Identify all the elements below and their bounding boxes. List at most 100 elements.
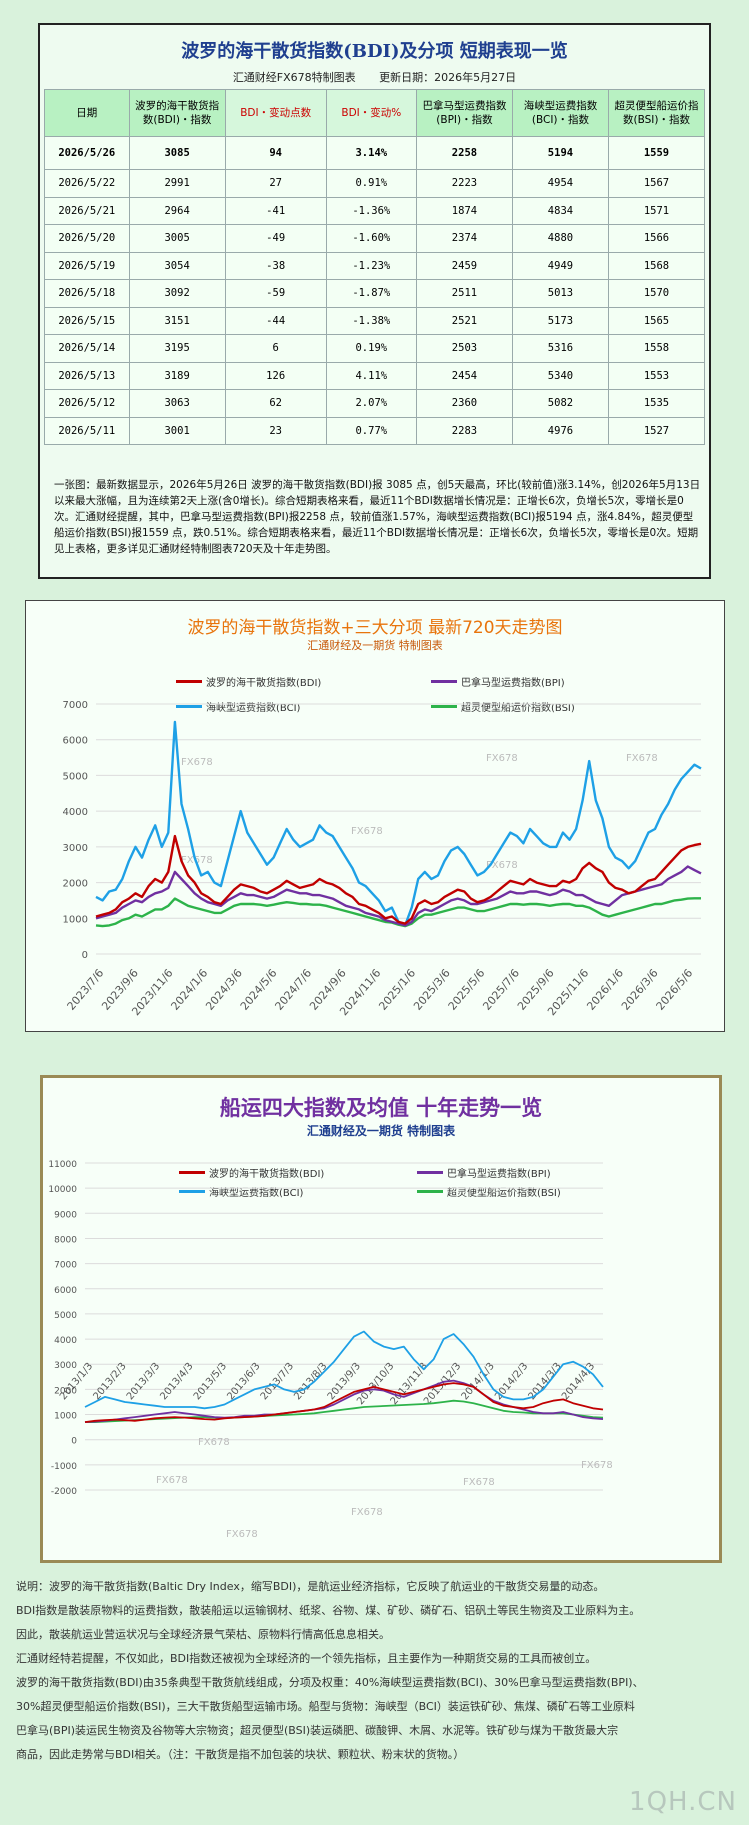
legend-swatch — [417, 1190, 443, 1193]
legend-label: 超灵便型船运价指数(BSI) — [461, 703, 575, 714]
table-cell: 5173 — [511, 306, 609, 335]
legend-item: 海峡型运费指数(BCI) — [179, 1184, 303, 1199]
y-tick-label: 7000 — [54, 1261, 77, 1271]
summary-table-panel: 波罗的海干散货指数(BDI)及分项 短期表现一览 汇通财经FX678特制图表 更… — [38, 23, 711, 579]
x-tick-label: 2013/2/3 — [91, 1361, 128, 1402]
table-row: 2026/5/18 3092 -59 -1.87% 2511 5013 1570 — [44, 279, 706, 308]
y-tick-label: 6000 — [54, 1286, 77, 1296]
table-cell: 1568 — [607, 251, 706, 280]
y-tick-label: 0 — [82, 950, 88, 961]
legend-swatch — [176, 680, 202, 683]
table-cell: 5013 — [511, 279, 609, 308]
watermark-label: FX678 — [486, 753, 518, 764]
legend-label: 海峡型运费指数(BCI) — [206, 703, 301, 714]
table-cell: 2503 — [415, 334, 513, 363]
y-tick-label: 4000 — [54, 1336, 77, 1346]
table-cell: 2026/5/21 — [44, 196, 130, 225]
table-cell: 2026/5/22 — [44, 169, 130, 198]
x-tick-label: 2013/3/3 — [125, 1361, 162, 1402]
table-cell: 1874 — [415, 196, 513, 225]
table-cell: 1567 — [607, 169, 706, 198]
table-row: 2026/5/20 3005 -49 -1.60% 2374 4880 1566 — [44, 224, 706, 253]
table-cell: 0.91% — [325, 169, 417, 198]
chart1-title: 波罗的海干散货指数+三大分项 最新720天走势图 — [187, 618, 563, 638]
table-cell: 27 — [224, 169, 327, 198]
chart2-svg: -2000 -1000 0 1000 2000 3000 4000 5000 6000 7000 8… — [48, 1160, 612, 1540]
x-tick-label: 2013/7/3 — [259, 1361, 296, 1402]
note-line: BDI指数是散装原物料的运费指数，散装船运以运输钢材、纸浆、谷物、煤、矿砂、磷矿… — [16, 1604, 641, 1617]
y-tick-label: 5000 — [63, 771, 88, 782]
note-line: 说明：波罗的海干散货指数(Baltic Dry Index，缩写BDI)，是航运… — [16, 1580, 605, 1593]
legend-label: 海峡型运费指数(BCI) — [209, 1188, 304, 1199]
header-date: 日期 — [44, 89, 130, 137]
x-tick-label: 2013/5/3 — [192, 1361, 229, 1402]
table-cell: 23 — [224, 416, 327, 445]
legend-item: 波罗的海干散货指数(BDI) — [176, 674, 321, 689]
legend-label: 巴拿马型运费指数(BPI) — [447, 1169, 551, 1180]
table-cell: 6 — [224, 334, 327, 363]
y-tick-label: -1000 — [51, 1462, 77, 1472]
watermark-label: FX678 — [226, 1529, 258, 1540]
table-cell: 2026/5/12 — [44, 389, 130, 418]
y-tick-label: 6000 — [63, 736, 88, 747]
x-tick-label: 2014/1/3 — [460, 1361, 497, 1402]
table-cell: 2026/5/13 — [44, 361, 130, 390]
table-row: 2026/5/15 3151 -44 -1.38% 2521 5173 1565 — [44, 306, 706, 335]
table-cell: 3001 — [128, 416, 226, 445]
table-cell: 1527 — [607, 416, 706, 445]
legend-item: 波罗的海干散货指数(BDI) — [179, 1165, 324, 1180]
legend-label: 巴拿马型运费指数(BPI) — [461, 678, 565, 689]
series-line — [95, 720, 702, 927]
watermark-label: FX678 — [198, 1437, 230, 1448]
table-cell: 1553 — [607, 361, 706, 390]
note-line: 30%超灵便型船运价指数(BSI)，三大干散货船型运输市场。船型与货物：海峡型（… — [16, 1700, 635, 1713]
watermark-label: FX678 — [486, 860, 518, 871]
table-cell: 3.14% — [325, 136, 417, 170]
note-line: 波罗的海干散货指数(BDI)由35条典型干散货航线组成，分项及权重：40%海峡型… — [16, 1676, 644, 1689]
y-tick-label: 10000 — [48, 1185, 77, 1195]
table-cell: -38 — [224, 251, 327, 280]
table-cell: 2283 — [415, 416, 513, 445]
table-cell: 1558 — [607, 334, 706, 363]
y-tick-label: 5000 — [54, 1311, 77, 1321]
y-tick-label: 2000 — [54, 1386, 77, 1396]
table-cell: 5194 — [511, 136, 609, 170]
table-title: 波罗的海干散货指数(BDI)及分项 短期表现一览 — [181, 41, 568, 62]
header-bdi-change-pct: BDI・变动% — [325, 89, 417, 137]
table-cell: 2459 — [415, 251, 513, 280]
table-cell: 2.07% — [325, 389, 417, 418]
table-cell: 5082 — [511, 389, 609, 418]
notes-section: 说明：波罗的海干散货指数(Baltic Dry Index，缩写BDI)，是航运… — [16, 1575, 741, 1767]
table-cell: 62 — [224, 389, 327, 418]
header-bpi: 巴拿马型运费指数(BPI)・指数 — [415, 89, 513, 137]
table-cell: 2454 — [415, 361, 513, 390]
y-tick-label: 4000 — [63, 807, 88, 818]
watermark-label: FX678 — [351, 1507, 383, 1518]
table-cell: 2026/5/20 — [44, 224, 130, 253]
watermark-label: FX678 — [626, 753, 658, 764]
legend-swatch — [179, 1190, 205, 1193]
table-cell: 2026/5/15 — [44, 306, 130, 335]
series-line — [85, 1399, 604, 1424]
series-line — [84, 1382, 604, 1423]
series-line — [95, 865, 702, 927]
y-tick-label: 7000 — [63, 700, 88, 711]
x-tick-label: 2013/4/3 — [158, 1361, 195, 1402]
chart1-svg: 0 1000 2000 3000 4000 5000 6000 7000 FX678 FX678 F… — [63, 700, 702, 1018]
y-tick-label: 9000 — [54, 1210, 77, 1220]
legend-item: 巴拿马型运费指数(BPI) — [417, 1165, 551, 1180]
table-cell: 2026/5/14 — [44, 334, 130, 363]
header-bsi: 超灵便型船运价指数(BSI)・指数 — [607, 89, 706, 137]
table-cell: 3005 — [128, 224, 226, 253]
y-tick-label: 3000 — [63, 843, 88, 854]
table-row: 2026/5/14 3195 6 0.19% 2503 5316 1558 — [44, 334, 706, 363]
table-cell: 94 — [224, 136, 327, 170]
table-cell: -44 — [224, 306, 327, 335]
table-cell: 2026/5/11 — [44, 416, 130, 445]
table-cell: 3085 — [128, 136, 226, 170]
y-tick-label: 0 — [71, 1437, 77, 1447]
bdi-table: 日期 波罗的海干散货指数(BDI)・指数 BDI・变动点数 BDI・变动% 巴拿… — [44, 89, 706, 445]
table-cell: 4976 — [511, 416, 609, 445]
watermark-label: FX678 — [181, 757, 213, 768]
table-row: 2026/5/21 2964 -41 -1.36% 1874 4834 1571 — [44, 196, 706, 225]
